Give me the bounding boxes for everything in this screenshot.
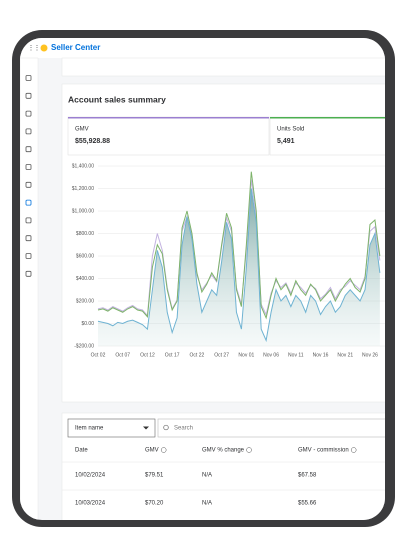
dropdown[interactable]: [67, 418, 156, 438]
logo: [40, 44, 48, 52]
cell: $55.66: [298, 501, 317, 507]
y-tick-label: $1,200.00: [72, 186, 94, 192]
nav-icon[interactable]: [25, 75, 32, 81]
metric-accent: [68, 117, 269, 119]
x-tick-label: Nov 26: [362, 352, 378, 358]
metric-tile[interactable]: [67, 116, 270, 156]
y-tick-label: $800.00: [76, 231, 94, 237]
x-tick-label: Nov 21: [337, 352, 353, 358]
cell: $67.58: [298, 473, 317, 479]
x-tick-label: Oct 27: [214, 352, 229, 358]
y-tick-label: $200.00: [76, 298, 94, 304]
summary-title: Account sales summary: [68, 94, 166, 104]
metric-tile[interactable]: [269, 116, 390, 156]
banner: [61, 57, 385, 77]
series-line: [97, 179, 381, 317]
search-placeholder: Search: [174, 426, 193, 432]
menu-icon[interactable]: ⋮⋮: [28, 46, 40, 52]
sidebar: [20, 57, 39, 520]
metric-accent: [270, 117, 385, 119]
cell: 10/03/2024: [75, 501, 106, 507]
nav-icon[interactable]: [25, 235, 32, 242]
info-icon: [160, 447, 167, 453]
metric-label: Units Sold: [277, 127, 304, 133]
column-header: Date: [75, 448, 88, 454]
y-tick-label: $1,400.00: [72, 163, 94, 169]
metric-value: 5,491: [277, 138, 295, 145]
cell: $79.51: [145, 473, 164, 479]
cell: N/A: [202, 473, 212, 479]
nav-icon[interactable]: [25, 164, 32, 170]
cell: N/A: [202, 501, 212, 507]
nav-icon[interactable]: [25, 270, 32, 277]
top-bar: [20, 38, 385, 58]
nav-icon[interactable]: [25, 128, 32, 135]
nav-icon[interactable]: [25, 217, 32, 224]
x-tick-label: Oct 07: [115, 352, 130, 358]
nav-icon[interactable]: [25, 92, 32, 99]
cell: $70.20: [145, 501, 164, 507]
x-tick-label: Oct 12: [140, 352, 155, 358]
area: [98, 188, 380, 346]
series-line: [97, 171, 381, 320]
info-icon: [350, 447, 357, 453]
series-line: [97, 188, 381, 343]
metric-label: GMV: [75, 127, 89, 133]
y-tick-label: $1,000.00: [72, 208, 94, 214]
nav-icon[interactable]: [25, 253, 32, 259]
info-icon: [246, 447, 252, 453]
nav-icon[interactable]: [25, 146, 32, 153]
search-box[interactable]: [157, 418, 390, 438]
column-header: GMV: [145, 448, 159, 454]
x-tick-label: Nov 16: [313, 352, 329, 358]
dropdown-label: Item name: [75, 426, 104, 432]
x-tick-label: Nov 01: [238, 352, 254, 358]
y-tick-label: -$200.00: [74, 343, 94, 349]
x-tick-label: Oct 22: [190, 352, 205, 358]
x-tick-label: Nov 06: [263, 352, 279, 358]
x-tick-label: Oct 02: [91, 352, 106, 358]
x-tick-label: Oct 17: [165, 352, 180, 358]
nav-icon[interactable]: [25, 110, 32, 117]
x-tick-label: Nov 11: [288, 352, 304, 358]
cell: 10/02/2024: [75, 473, 106, 479]
y-tick-label: $0.00: [81, 321, 94, 327]
nav-icon[interactable]: [25, 199, 32, 206]
metric-value: $55,928.88: [75, 138, 110, 145]
brand: Seller Center: [51, 43, 100, 52]
y-tick-label: $400.00: [76, 276, 94, 282]
y-tick-label: $600.00: [76, 253, 94, 259]
caret: [143, 426, 149, 430]
nav-icon[interactable]: [25, 181, 32, 188]
column-header: GMV - commission: [298, 448, 349, 454]
column-header: GMV % change: [202, 448, 245, 454]
search-icon: [163, 424, 169, 431]
